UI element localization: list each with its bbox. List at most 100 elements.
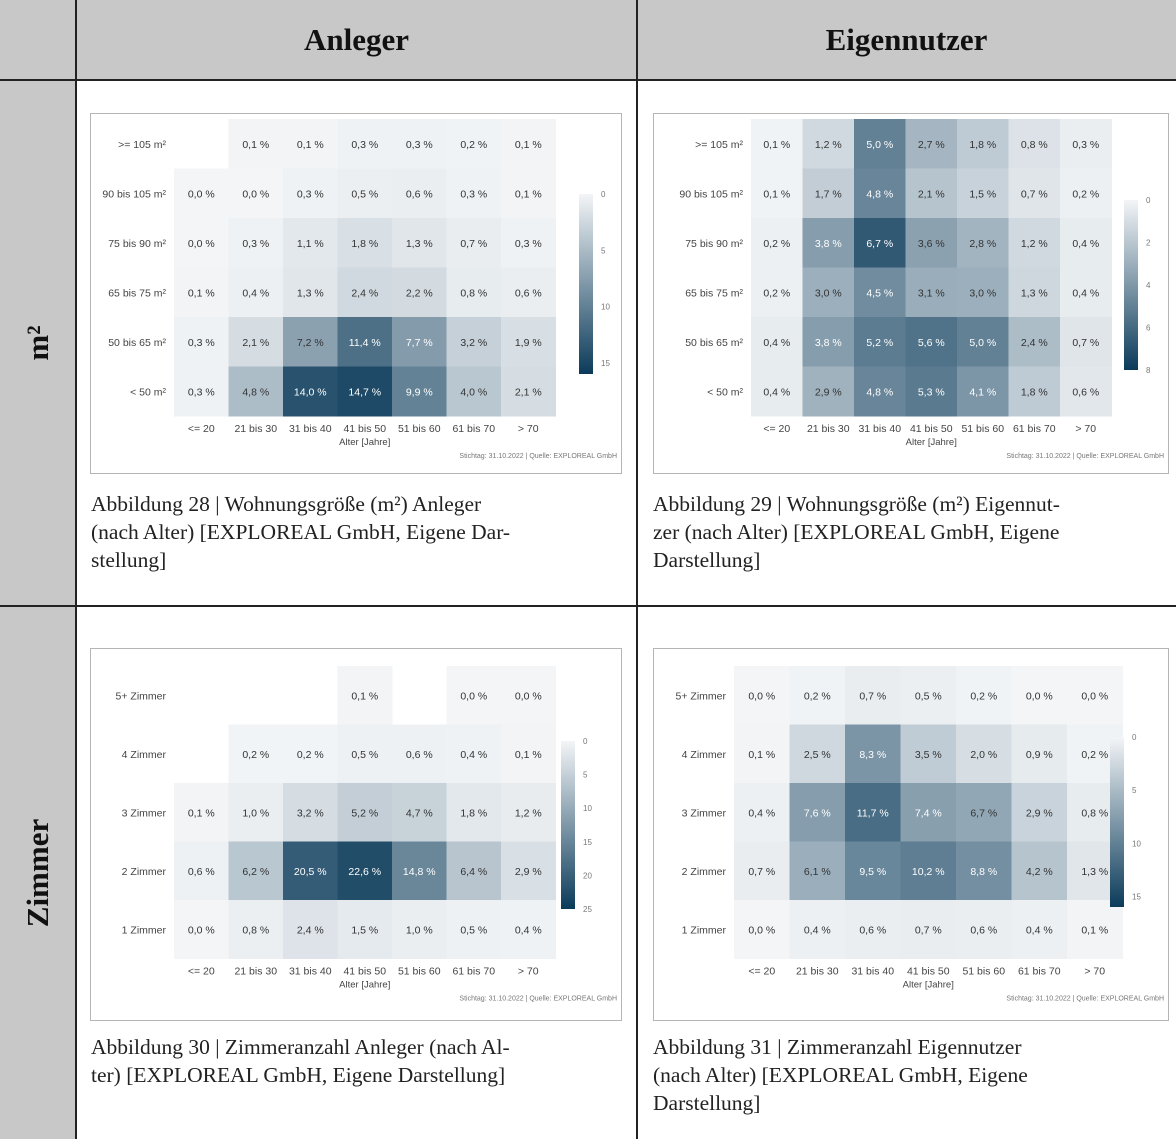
heatmap-cell xyxy=(446,366,502,417)
cell-label: 2,1 % xyxy=(242,337,269,349)
cell-label: 1,2 % xyxy=(815,139,842,151)
heatmap-cell xyxy=(228,317,284,367)
x-tick-label: 61 bis 70 xyxy=(452,423,495,435)
cell-label: 4,8 % xyxy=(242,386,269,398)
heatmap-cell xyxy=(734,841,790,901)
heatmap-cell xyxy=(751,317,803,367)
cell-label: 7,4 % xyxy=(915,807,942,819)
x-tick-label: 21 bis 30 xyxy=(807,423,850,435)
cell-label: 1,2 % xyxy=(515,807,542,819)
header-anleger: Anleger xyxy=(76,0,637,80)
cell-label: 0,2 % xyxy=(804,690,831,702)
heatmap-chart-30: 0,1 % 0,0 % 0,0 % 0,2 % 0,2 % 0,5 % 0,6 % 0,4 %… xyxy=(116,666,617,1003)
heatmap-cell xyxy=(845,666,901,725)
heatmap-cell xyxy=(802,218,855,268)
cell-label: 0,4 % xyxy=(515,924,542,936)
heatmap-cell xyxy=(905,267,958,318)
cell-label: 5,2 % xyxy=(866,337,893,349)
colorbar-tick-label: 5 xyxy=(601,246,606,255)
heatmap-cell xyxy=(789,783,846,842)
cell-label: 3,2 % xyxy=(297,807,324,819)
heatmap-cell xyxy=(283,317,338,367)
cell-label: 14,8 % xyxy=(403,866,436,878)
cell-label: 10,2 % xyxy=(912,866,945,878)
cell-label: 2,4 % xyxy=(1021,337,1048,349)
cell-label: 4,7 % xyxy=(406,807,433,819)
heatmap-cell xyxy=(228,119,284,169)
cell-label: 2,5 % xyxy=(804,749,831,761)
cell-label: 11,4 % xyxy=(349,337,381,349)
cell-label: 8,8 % xyxy=(970,866,997,878)
cell-label: 4,8 % xyxy=(866,386,893,398)
caption-line: ter) [EXPLOREAL GmbH, Eigene Darstellung… xyxy=(91,1063,506,1087)
heatmap-chart-29: 0,1 % 1,2 % 5,0 % 2,7 % 1,8 % 0,8 % 0,3 % 0,1 %… xyxy=(679,119,1164,460)
cell-label: 0,0 % xyxy=(1026,690,1053,702)
x-tick-label: 31 bis 40 xyxy=(851,966,894,978)
heatmap-cell xyxy=(845,841,901,901)
cell-label: 0,0 % xyxy=(188,238,215,250)
cell-label: 0,3 % xyxy=(460,188,487,200)
cell-label: 0,1 % xyxy=(515,188,542,200)
x-tick-label: 31 bis 40 xyxy=(289,423,332,435)
cell-label: 1,7 % xyxy=(815,188,842,200)
cell-label: 0,3 % xyxy=(406,139,433,151)
cell-label: 22,6 % xyxy=(348,866,381,878)
cell-label: 6,2 % xyxy=(242,866,269,878)
heatmap-cell xyxy=(734,724,790,784)
x-tick-label: 61 bis 70 xyxy=(1013,423,1056,435)
cell-label: 0,7 % xyxy=(1072,337,1099,349)
cell-label: 1,3 % xyxy=(297,287,324,299)
heatmap-cell xyxy=(283,724,338,784)
x-tick-label: 21 bis 30 xyxy=(796,966,839,978)
y-tick-label: 90 bis 105 m² xyxy=(679,188,743,200)
colorbar-tick-label: 10 xyxy=(1132,839,1141,848)
heatmap-cell xyxy=(283,366,338,417)
heatmap-cell xyxy=(283,841,338,901)
heatmap-cell xyxy=(228,267,284,318)
source-note: Stichtag: 31.10.2022 | Quelle: EXPLOREAL… xyxy=(1006,453,1164,460)
y-tick-label: 65 bis 75 m² xyxy=(108,287,166,299)
x-axis-title: Alter [Jahre] xyxy=(339,437,390,448)
y-tick-label: 75 bis 90 m² xyxy=(108,238,166,250)
y-tick-label: < 50 m² xyxy=(130,386,166,398)
grid-line-h2 xyxy=(0,605,1176,607)
heatmap-cell xyxy=(1060,168,1112,219)
heatmap-cell xyxy=(734,666,790,725)
cell-label: 1,0 % xyxy=(406,924,433,936)
header-anleger-label: Anleger xyxy=(303,22,410,57)
heatmap-cell xyxy=(337,366,393,417)
caption-line: stellung] xyxy=(91,548,167,572)
heatmap-cell xyxy=(956,783,1012,842)
cell-label: 0,0 % xyxy=(748,924,775,936)
caption-fig29: Abbildung 29 | Wohnungsgröße (m²) Eigenn… xyxy=(653,490,1060,574)
heatmap-cell xyxy=(392,317,447,367)
cell-label: 11,7 % xyxy=(857,807,889,819)
heatmap-cell xyxy=(1008,317,1061,367)
heatmap-cell xyxy=(1008,168,1061,219)
heatmap-cell xyxy=(1060,267,1112,318)
cell-label: 1,8 % xyxy=(460,807,487,819)
cell-label: 1,0 % xyxy=(242,807,269,819)
heatmap-cell xyxy=(392,783,447,842)
x-tick-label: > 70 xyxy=(518,423,539,435)
x-tick-label: 41 bis 50 xyxy=(343,966,386,978)
caption-line: Abbildung 29 | Wohnungsgröße (m²) Eigenn… xyxy=(653,492,1060,516)
heatmap-chart-28: 0,1 % 0,1 % 0,3 % 0,3 % 0,2 % 0,1 % 0,0 % 0,0 %… xyxy=(102,119,617,460)
heatmap-cell xyxy=(501,218,556,268)
heatmap-cell xyxy=(392,724,447,784)
y-tick-label: 3 Zimmer xyxy=(682,807,727,819)
cell-label: 2,9 % xyxy=(515,866,542,878)
heatmap-cell xyxy=(957,168,1009,219)
heatmap-cell xyxy=(392,267,447,318)
x-tick-label: > 70 xyxy=(518,966,539,978)
heatmap-cell xyxy=(789,841,846,901)
cell-label: 0,6 % xyxy=(406,188,433,200)
heatmap-cell xyxy=(905,218,958,268)
heatmap-cell xyxy=(751,267,803,318)
cell-label: 3,8 % xyxy=(815,238,842,250)
cell-label: 0,1 % xyxy=(351,690,378,702)
colorbar-tick-label: 15 xyxy=(1132,892,1141,901)
cell-label: 6,4 % xyxy=(460,866,487,878)
colorbar-tick-label: 5 xyxy=(583,771,588,780)
heatmap-cell xyxy=(1011,666,1068,725)
